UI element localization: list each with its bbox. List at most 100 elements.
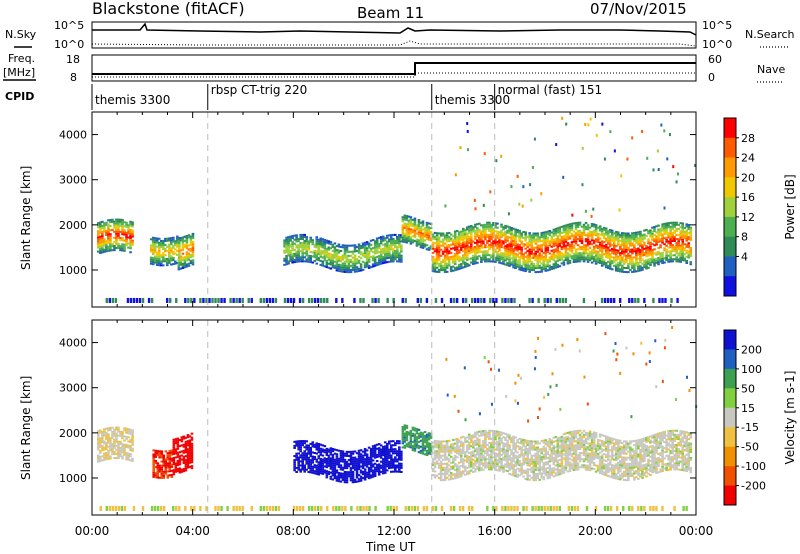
y-tick-label: 4000 bbox=[59, 337, 87, 350]
colorbar-swatch bbox=[724, 427, 736, 448]
colorbar-swatch bbox=[724, 485, 736, 506]
freq-line bbox=[92, 62, 696, 75]
freq-label-line1: Freq. bbox=[8, 52, 35, 65]
echo-band bbox=[283, 233, 403, 274]
freq-label-line2: [MHz] bbox=[3, 66, 35, 79]
y-tick-label: 1000 bbox=[59, 472, 87, 485]
colorbar-tick-label: 8 bbox=[741, 231, 748, 244]
cpid-label: CPID bbox=[5, 90, 34, 103]
echo-band bbox=[177, 232, 195, 271]
x-axis-label: Time UT bbox=[365, 540, 416, 554]
nave-line bbox=[92, 72, 696, 78]
panel-frame bbox=[91, 111, 697, 308]
colorbar-tick-label: 200 bbox=[741, 343, 762, 356]
colorbar-swatch bbox=[724, 466, 736, 487]
x-tick-label: 08:00 bbox=[276, 524, 311, 538]
freq-tick-high: 18 bbox=[66, 53, 80, 66]
power-echo-cells bbox=[97, 116, 697, 303]
colorbar-swatch bbox=[724, 157, 736, 178]
echo-band bbox=[293, 440, 403, 484]
x-tick-label: 04:00 bbox=[175, 524, 210, 538]
colorbar-swatch bbox=[724, 407, 736, 428]
colorbar-tick-label: -50 bbox=[741, 441, 759, 454]
noise-tick-low-right: 10^0 bbox=[702, 38, 732, 51]
echo-band bbox=[97, 426, 134, 463]
x-tick-label: 12:00 bbox=[377, 524, 412, 538]
date-title: 07/Nov/2015 bbox=[590, 0, 687, 18]
colorbar-frame bbox=[723, 329, 737, 506]
y-axis-label-velocity: Slant Range [km] bbox=[19, 376, 33, 480]
power-colorbar-label: Power [dB] bbox=[783, 174, 797, 239]
nsky-line bbox=[92, 22, 697, 36]
colorbar-swatch bbox=[724, 276, 736, 297]
power-colorbar: 28 24 20 16 12 8 4 Power [dB] bbox=[723, 117, 797, 297]
colorbar-swatch bbox=[724, 118, 736, 139]
colorbar-swatch bbox=[724, 216, 736, 238]
noise-tick-low-left: 10^0 bbox=[54, 38, 84, 51]
nave-label: Nave bbox=[757, 63, 785, 76]
nsky-label: N.Sky bbox=[5, 28, 37, 41]
colorbar-swatch bbox=[724, 256, 736, 277]
colorbar-swatch bbox=[724, 177, 736, 198]
ground-scatter-band bbox=[105, 116, 697, 303]
x-axis-ticks: 00:00 04:00 08:00 12:00 16:00 20:00 00:00 bbox=[75, 524, 714, 538]
echo-band bbox=[431, 429, 693, 482]
colorbar-tick-label: -100 bbox=[741, 460, 766, 473]
echo-band bbox=[152, 449, 174, 479]
echo-band bbox=[431, 221, 693, 274]
colorbar-swatch bbox=[724, 330, 736, 350]
colorbar-swatch bbox=[724, 368, 736, 389]
nsearch-line bbox=[91, 40, 697, 47]
x-tick-label: 16:00 bbox=[477, 524, 512, 538]
colorbar-frame bbox=[723, 117, 737, 297]
cpid-segment-label: normal (fast) 151 bbox=[498, 83, 602, 97]
colorbar-swatch bbox=[724, 137, 736, 159]
colorbar-tick-label: 16 bbox=[741, 191, 755, 204]
y-tick-label: 2000 bbox=[59, 427, 87, 440]
colorbar-tick-label: 28 bbox=[741, 132, 755, 145]
colorbar-swatch bbox=[724, 446, 736, 467]
velocity-colorbar: 200 100 50 15 -15 -50 -100 -200 Velocity [m s-1] bbox=[723, 329, 797, 506]
echo-band bbox=[401, 424, 433, 456]
echo-band bbox=[149, 235, 181, 267]
colorbar-swatch bbox=[724, 349, 736, 370]
colorbar-swatch bbox=[724, 236, 736, 257]
velocity-colorbar-label: Velocity [m s-1] bbox=[783, 371, 797, 465]
beam-title: Beam 11 bbox=[357, 4, 424, 22]
noise-tick-high-left: 10^5 bbox=[54, 19, 84, 32]
cpid-segment-label: themis 3300 bbox=[435, 93, 510, 107]
velocity-echo-cells bbox=[97, 326, 698, 511]
colorbar-tick-label: 50 bbox=[741, 382, 755, 395]
cpid-strip: CPID themis 3300 rbsp CT-trig 220 themis 3… bbox=[5, 83, 602, 110]
echo-band bbox=[172, 432, 194, 476]
y-tick-label: 3000 bbox=[59, 382, 87, 395]
echo-band bbox=[401, 214, 433, 251]
colorbar-tick-label: 12 bbox=[741, 211, 755, 224]
power-panel: 1000 2000 3000 4000 bbox=[59, 111, 697, 308]
y-tick-label: 4000 bbox=[59, 129, 87, 142]
freq-strip: Freq. [MHz] 18 8 60 0 Nave bbox=[3, 52, 785, 84]
echo-band bbox=[97, 218, 134, 254]
x-tick-label: 00:00 bbox=[75, 524, 110, 538]
station-title: Blackstone (fitACF) bbox=[92, 0, 245, 18]
velocity-panel: 1000 2000 3000 4000 bbox=[59, 319, 698, 516]
colorbar-tick-label: 24 bbox=[741, 152, 755, 165]
ground-scatter-band bbox=[99, 326, 698, 511]
y-tick-label: 1000 bbox=[59, 264, 87, 277]
x-tick-label: 00:00 bbox=[679, 524, 714, 538]
y-axis-label-power: Slant Range [km] bbox=[19, 166, 33, 270]
nave-tick-low: 0 bbox=[708, 71, 715, 84]
colorbar-tick-label: 15 bbox=[741, 402, 755, 415]
x-tick-label: 20:00 bbox=[578, 524, 613, 538]
colorbar-tick-label: 20 bbox=[741, 171, 755, 184]
colorbar-tick-label: 100 bbox=[741, 363, 762, 376]
y-tick-label: 2000 bbox=[59, 219, 87, 232]
y-tick-label: 3000 bbox=[59, 174, 87, 187]
cpid-segment-label: rbsp CT-trig 220 bbox=[211, 83, 307, 97]
colorbar-tick-label: -15 bbox=[741, 421, 759, 434]
colorbar-tick-label: -200 bbox=[741, 480, 766, 493]
panel-frame bbox=[91, 319, 697, 516]
noise-strip: N.Sky 10^5 10^0 10^5 10^0 N.Search bbox=[5, 19, 795, 51]
colorbar-swatch bbox=[724, 388, 736, 409]
